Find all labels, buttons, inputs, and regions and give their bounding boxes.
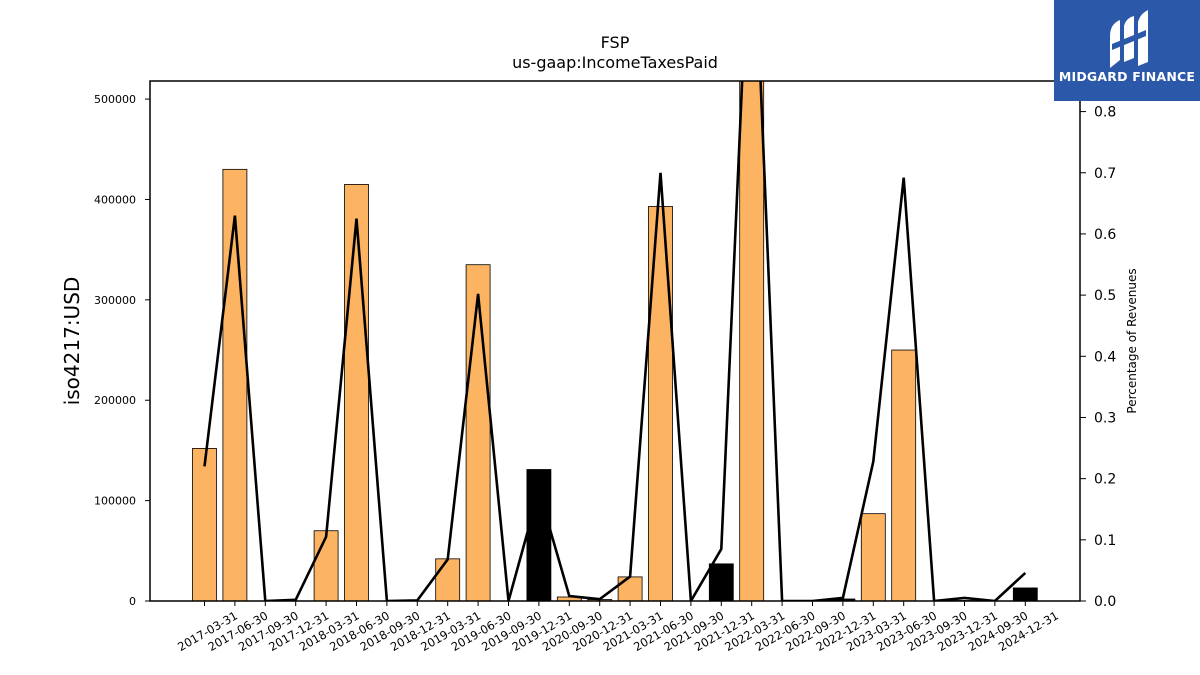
- y2-tick-label: 0.2: [1094, 472, 1116, 488]
- brand-name: MIDGARD FINANCE: [1058, 69, 1196, 84]
- bar: [435, 558, 461, 601]
- midgard-logo-icon: [1110, 10, 1148, 68]
- y-tick-label: 400000: [94, 193, 136, 206]
- bar: [708, 563, 734, 601]
- brand-logo: MIDGARD FINANCE: [1054, 0, 1200, 101]
- bar: [891, 349, 917, 601]
- bar: [860, 513, 886, 601]
- bar: [344, 183, 369, 601]
- y2-axis-label: Percentage of Revenues: [1125, 268, 1139, 413]
- y2-tick-label: 0.5: [1094, 288, 1116, 304]
- y-tick-label: 300000: [94, 294, 136, 307]
- bar: [222, 168, 248, 601]
- bar: [617, 576, 643, 601]
- y-tick-label: 500000: [94, 93, 136, 106]
- y2-tick-label: 0.1: [1094, 533, 1116, 549]
- y2-tick-label: 0.4: [1094, 349, 1116, 365]
- y2-tick-label: 0.7: [1094, 166, 1116, 182]
- y-tick-label: 200000: [94, 394, 136, 407]
- series-line: [203, 81, 1027, 601]
- chart-title: FSP: [601, 33, 630, 52]
- y2-tick-label: 0.0: [1094, 594, 1116, 610]
- y-tick-label: 100000: [94, 495, 136, 508]
- y-axis-label: iso4217:USD: [60, 277, 84, 406]
- y2-tick-label: 0.3: [1094, 410, 1116, 426]
- chart-subtitle: us-gaap:IncomeTaxesPaid: [512, 53, 718, 72]
- bar: [1012, 587, 1038, 601]
- bar: [313, 530, 339, 601]
- y-tick-label: 0: [129, 595, 136, 608]
- plot-frame: [149, 80, 1081, 602]
- bar: [192, 448, 217, 601]
- y2-tick-label: 0.8: [1094, 105, 1116, 121]
- bar: [465, 264, 491, 601]
- y2-tick-label: 0.6: [1094, 227, 1116, 243]
- bar: [648, 206, 673, 601]
- bar: [739, 81, 765, 601]
